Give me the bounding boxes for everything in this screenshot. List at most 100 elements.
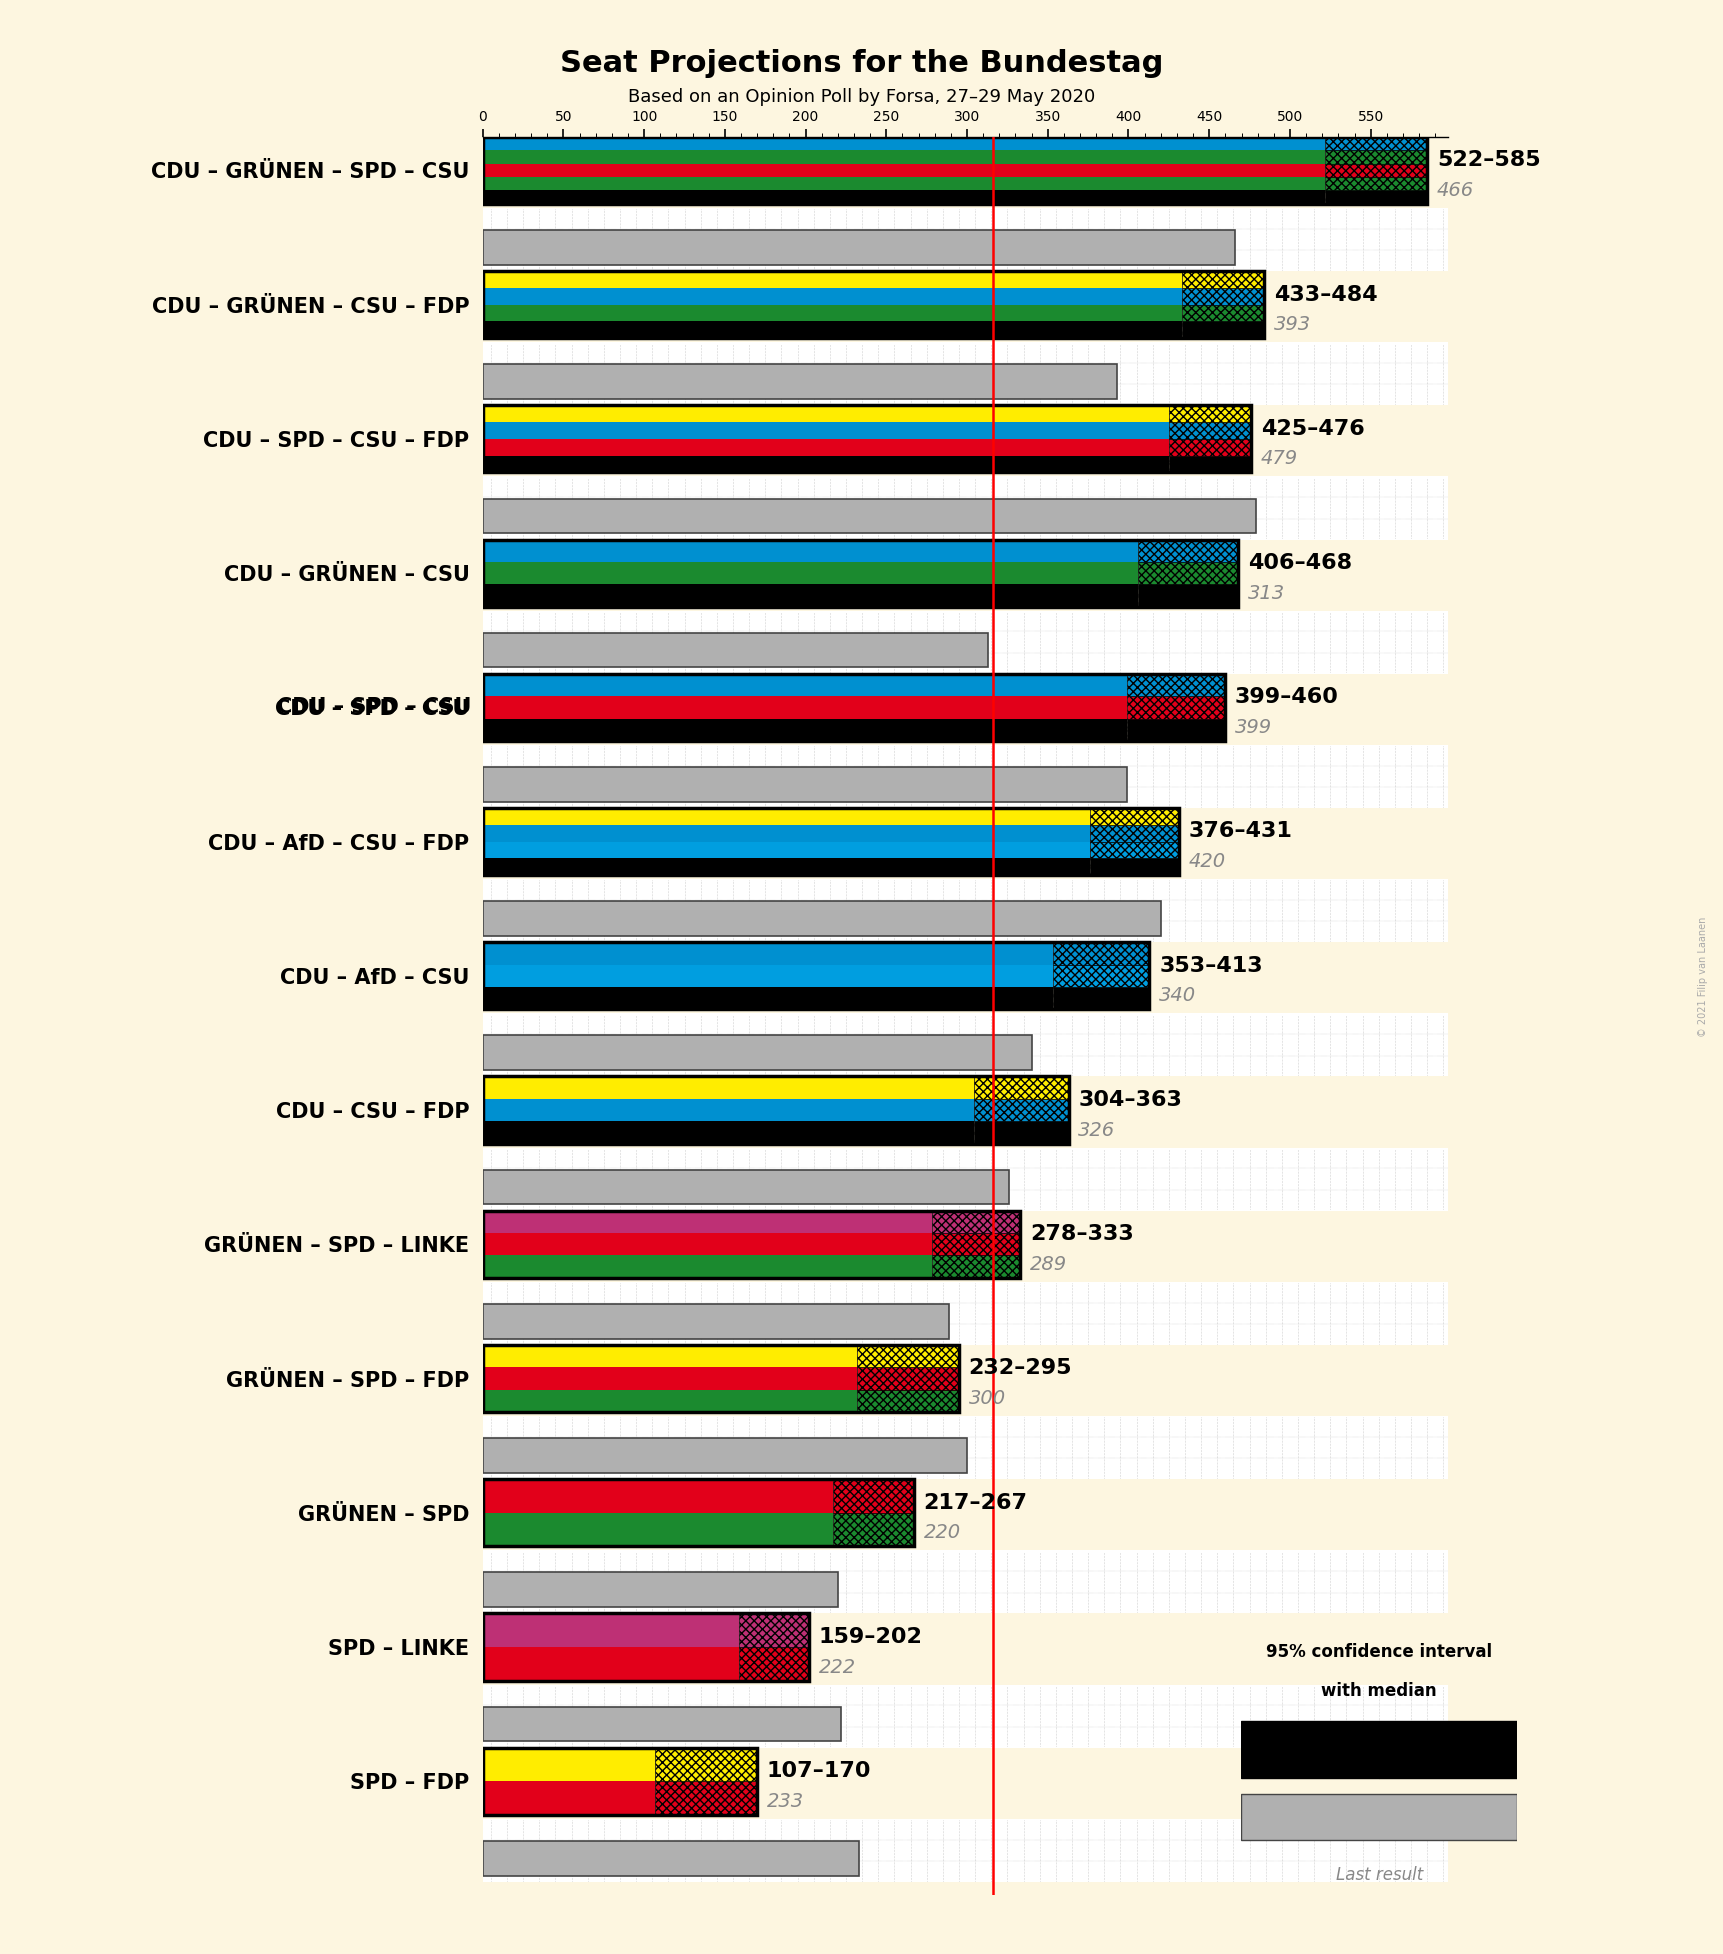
Text: 326: 326 (1079, 1122, 1115, 1139)
Bar (482, 305, 1180, 320)
Text: 466: 466 (1435, 182, 1473, 199)
Bar (1325, 164, 1427, 178)
Text: Seat Projections for the Bundestag: Seat Projections for the Bundestag (560, 49, 1163, 78)
Text: 289: 289 (1029, 1254, 1067, 1274)
Bar (482, 1417, 1447, 1479)
Bar (1325, 137, 1427, 150)
Text: 107–170: 107–170 (767, 1761, 870, 1782)
Bar (739, 1614, 808, 1647)
Bar (482, 320, 1180, 338)
Bar (973, 1077, 1068, 1098)
Bar (482, 440, 1168, 455)
Bar (482, 719, 1127, 741)
Text: 300: 300 (968, 1389, 1005, 1409)
Bar (482, 455, 1168, 473)
Bar (482, 1573, 837, 1606)
Bar (1089, 858, 1179, 875)
Bar (482, 1614, 739, 1647)
Bar (482, 404, 1251, 473)
Bar (1241, 1721, 1378, 1778)
Bar (1168, 440, 1251, 455)
Bar (482, 1614, 808, 1680)
Bar (482, 539, 1137, 563)
Bar (1325, 190, 1427, 203)
Bar (482, 404, 1168, 422)
Bar (832, 1479, 913, 1512)
Bar (482, 1706, 841, 1741)
Bar (482, 1512, 832, 1546)
Bar (482, 696, 1127, 719)
Bar (482, 1014, 1447, 1077)
Text: Based on an Opinion Poll by Forsa, 27–29 May 2020: Based on an Opinion Poll by Forsa, 27–29… (627, 88, 1096, 106)
Bar (482, 1170, 1008, 1204)
Bar (482, 1211, 1020, 1278)
Bar (482, 965, 1053, 987)
Bar (655, 1747, 756, 1782)
Bar (482, 1036, 1030, 1071)
Bar (482, 809, 1179, 875)
Text: Last result: Last result (1335, 1866, 1421, 1884)
Bar (482, 137, 1325, 150)
Bar (482, 1211, 930, 1233)
Bar (856, 1344, 958, 1368)
Text: 313: 313 (1247, 584, 1284, 602)
Text: 399–460: 399–460 (1234, 688, 1339, 707)
Bar (1168, 455, 1251, 473)
Bar (482, 190, 1325, 203)
Bar (482, 1122, 973, 1143)
Text: 233: 233 (767, 1792, 803, 1811)
Bar (482, 272, 1180, 287)
Bar (482, 633, 987, 668)
Text: 425–476: 425–476 (1260, 418, 1365, 440)
Bar (482, 477, 1447, 539)
Bar (482, 1479, 913, 1546)
Text: 220: 220 (924, 1524, 960, 1542)
Bar (1378, 1721, 1516, 1778)
Bar (482, 1782, 655, 1815)
Text: CDU – SPD – CSU: CDU – SPD – CSU (277, 698, 472, 717)
Bar (482, 287, 1180, 305)
Bar (930, 1233, 1020, 1256)
Bar (482, 1368, 856, 1389)
Bar (856, 1368, 958, 1389)
Bar (482, 1344, 856, 1368)
Bar (482, 422, 1168, 440)
Text: © 2021 Filip van Laanen: © 2021 Filip van Laanen (1697, 916, 1707, 1038)
Bar (482, 879, 1447, 942)
Bar (1127, 719, 1225, 741)
Bar (482, 498, 1256, 533)
Bar (930, 1211, 1020, 1233)
Bar (482, 137, 1427, 203)
Bar (1127, 696, 1225, 719)
Bar (482, 1147, 1447, 1211)
Bar (482, 942, 1149, 1010)
Text: 232–295: 232–295 (968, 1358, 1072, 1378)
Bar (930, 1256, 1020, 1278)
Bar (973, 1122, 1068, 1143)
Bar (482, 1256, 930, 1278)
Bar (482, 563, 1137, 584)
Bar (482, 1747, 655, 1782)
Bar (1089, 825, 1179, 842)
Bar (482, 1282, 1447, 1344)
Bar (1137, 563, 1237, 584)
Bar (482, 231, 1234, 264)
Text: 522–585: 522–585 (1435, 150, 1540, 170)
Bar (482, 744, 1447, 809)
Bar (482, 164, 1325, 178)
Text: 222: 222 (818, 1657, 855, 1677)
Bar (482, 825, 1089, 842)
Bar (482, 363, 1117, 399)
Bar (482, 150, 1325, 164)
Bar (482, 1344, 958, 1413)
Text: 399: 399 (1234, 717, 1272, 737)
Bar (856, 1389, 958, 1413)
Bar (1180, 320, 1263, 338)
Bar (832, 1512, 913, 1546)
Bar (1241, 1794, 1516, 1841)
Text: 159–202: 159–202 (818, 1628, 922, 1647)
Bar (482, 272, 1263, 338)
Bar (482, 1841, 858, 1876)
Bar (1180, 272, 1263, 287)
Bar (1127, 674, 1225, 696)
